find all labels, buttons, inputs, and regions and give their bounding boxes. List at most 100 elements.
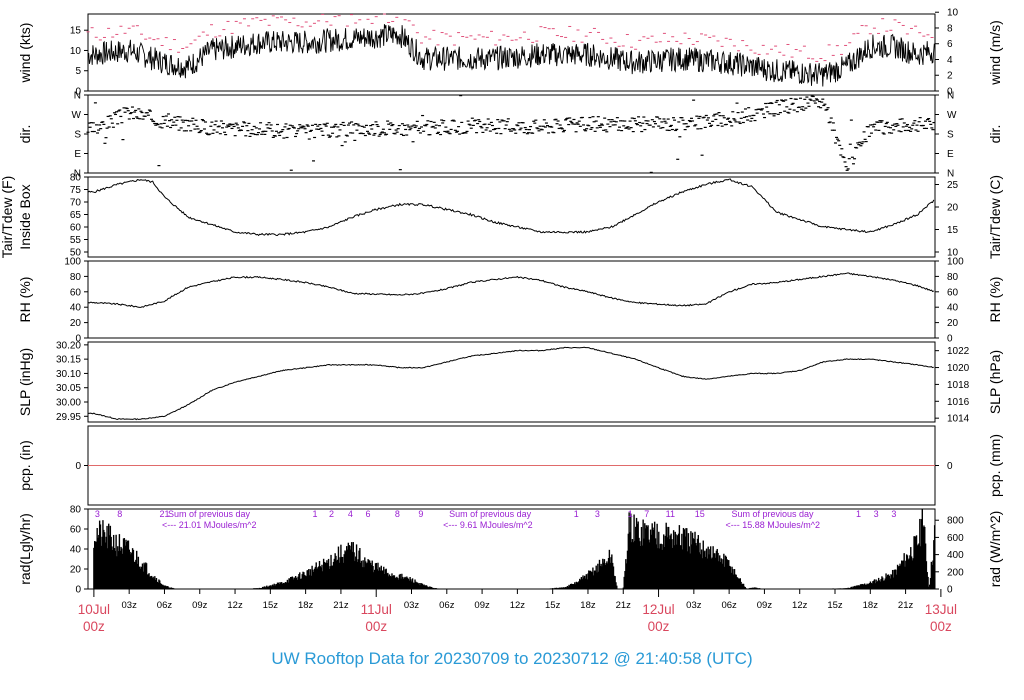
dir-left-tick-label: E — [74, 149, 81, 160]
dir-right-tick-label: N — [947, 169, 954, 180]
wind-left-tick-label: 0 — [75, 87, 81, 98]
rh-left-tick-label: 0 — [75, 334, 81, 345]
rh-left-tick-label: 100 — [64, 257, 81, 268]
daily-sum-title: Sum of previous day — [731, 509, 814, 519]
x-hour-tick-label: 15z — [545, 600, 561, 611]
rh-right-tick-label: 40 — [947, 303, 959, 314]
radiation-hour-mark: 15 — [695, 509, 705, 519]
rh-right-axis-label: RH (%) — [987, 277, 1003, 323]
temp-right-tick-label: 25 — [947, 180, 959, 191]
rad-left-tick-label: 60 — [70, 525, 82, 536]
rad-right-tick-label: 800 — [947, 516, 964, 527]
radiation-hour-mark: 1 — [574, 509, 579, 519]
daily-sum-value: <--- 9.61 MJoules/m^2 — [443, 520, 533, 530]
daily-sum-title: Sum of previous day — [168, 509, 251, 519]
temp-left-tick-label: 55 — [70, 235, 82, 246]
temp-left-tick-label: 80 — [70, 173, 82, 184]
wind-right-tick-label: 8 — [947, 23, 953, 34]
slp-right-tick-label: 1018 — [947, 380, 970, 391]
x-hour-tick-label: 06z — [439, 600, 455, 611]
slp-right-tick-label: 1020 — [947, 363, 970, 374]
rad-left-axis-label: rad(Lgly/hr) — [17, 513, 33, 585]
temp-panel-frame — [87, 176, 936, 258]
temp-right-tick-label: 15 — [947, 225, 959, 236]
rad-right-tick-label: 400 — [947, 550, 964, 561]
temp-left-tick-label: 65 — [70, 210, 82, 221]
dir-right-tick-label: S — [947, 130, 954, 141]
x-hour-tick-label: 18z — [298, 600, 314, 611]
x-date-label: 13Jul — [925, 602, 957, 617]
slp-right-tick-label: 1016 — [947, 397, 970, 408]
dir-right-axis-label: dir. — [987, 125, 1003, 144]
sea-level-pressure-line — [87, 346, 934, 421]
radiation-hour-mark: 3 — [95, 509, 100, 519]
rh-right-tick-label: 60 — [947, 287, 959, 298]
x-hour-tick-label: 18z — [580, 600, 596, 611]
wind-left-tick-label: 5 — [75, 66, 81, 77]
rh-right-tick-label: 80 — [947, 272, 959, 283]
rad-right-tick-label: 600 — [947, 533, 964, 544]
wind-right-tick-label: 4 — [947, 55, 953, 66]
radiation-hour-mark: 8 — [117, 509, 122, 519]
rh-left-tick-label: 80 — [70, 272, 82, 283]
slp-left-tick-label: 30.10 — [56, 369, 81, 380]
x-hour-tick-label: 03z — [122, 600, 138, 611]
dir-right-tick-label: E — [947, 149, 954, 160]
rad-left-tick-label: 40 — [70, 545, 82, 556]
x-date-hour-label: 00z — [365, 619, 387, 634]
wind-right-tick-label: 2 — [947, 71, 953, 82]
slp-left-axis-label: SLP (inHg) — [17, 348, 33, 416]
temp-left-tick-label: 75 — [70, 185, 82, 196]
wind-left-tick-label: 10 — [70, 46, 82, 57]
x-hour-tick-label: 06z — [721, 600, 737, 611]
wind-right-tick-label: 0 — [947, 87, 953, 98]
slp-left-tick-label: 30.20 — [56, 340, 81, 351]
radiation-hour-mark: 6 — [365, 509, 370, 519]
temp-left-axis-label: Tair/Tdew (F) — [0, 176, 15, 258]
slp-left-tick-label: 29.95 — [56, 412, 81, 423]
rh-right-tick-label: 0 — [947, 334, 953, 345]
rh-left-tick-label: 40 — [70, 303, 82, 314]
temp-left-tick-label: 70 — [70, 198, 82, 209]
pcp-left-axis-label: pcp. (in) — [17, 440, 33, 491]
x-date-label: 11Jul — [361, 602, 392, 617]
temp-right-tick-label: 10 — [947, 248, 959, 259]
radiation-hour-mark: 3 — [891, 509, 896, 519]
rad-right-tick-label: 0 — [947, 585, 953, 596]
rh-right-tick-label: 20 — [947, 318, 959, 329]
x-date-hour-label: 00z — [648, 619, 670, 634]
x-hour-tick-label: 21z — [333, 600, 349, 611]
wind-right-axis-label: wind (m/s) — [987, 20, 1003, 86]
x-hour-tick-label: 12z — [792, 600, 808, 611]
rad-right-axis-label: rad (W/m^2) — [987, 511, 1003, 588]
rad-left-tick-label: 20 — [70, 565, 82, 576]
slp-right-axis-label: SLP (hPa) — [987, 350, 1003, 414]
x-hour-tick-label: 21z — [616, 600, 632, 611]
rh-right-tick-label: 100 — [947, 257, 964, 268]
temp-left-tick-label: 60 — [70, 223, 82, 234]
wind-right-tick-label: 10 — [947, 8, 959, 19]
dir-left-axis-label: dir. — [17, 125, 33, 144]
slp-left-tick-label: 30.15 — [56, 355, 81, 366]
slp-left-tick-label: 30.05 — [56, 383, 81, 394]
radiation-hour-mark: 3 — [595, 509, 600, 519]
rad-left-tick-label: 80 — [70, 505, 82, 516]
x-hour-tick-label: 09z — [474, 600, 490, 611]
wind-right-tick-label: 6 — [947, 39, 953, 50]
wind-panel-frame — [87, 13, 936, 92]
temp-right-tick-label: 20 — [947, 203, 959, 214]
temp-right-axis-label: Tair/Tdew (C) — [987, 175, 1003, 259]
x-date-label: 12Jul — [642, 602, 674, 617]
radiation-hour-mark: 21 — [159, 509, 169, 519]
daily-sum-title: Sum of previous day — [449, 509, 532, 519]
x-date-label: 10Jul — [78, 602, 110, 617]
radiation-hour-mark: 7 — [644, 509, 649, 519]
page-title: UW Rooftop Data for 20230709 to 20230712… — [271, 649, 753, 668]
radiation-hour-mark: 4 — [348, 509, 353, 519]
x-hour-tick-label: 15z — [827, 600, 843, 611]
x-hour-tick-label: 21z — [898, 600, 914, 611]
rad-left-tick-label: 0 — [75, 585, 81, 596]
relative-humidity-line — [87, 272, 935, 308]
radiation-hour-mark: 2 — [329, 509, 334, 519]
